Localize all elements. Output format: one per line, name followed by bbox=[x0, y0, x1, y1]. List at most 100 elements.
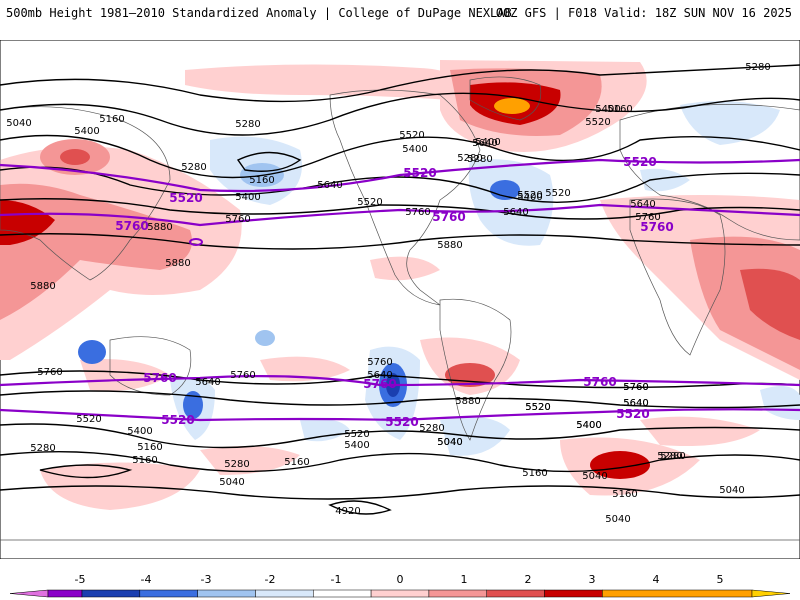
anomaly-negative-region bbox=[760, 386, 800, 420]
colorbar-tick: 5 bbox=[717, 573, 724, 586]
colorbar-tick: 0 bbox=[397, 573, 404, 586]
contour-label: 5040 bbox=[219, 477, 244, 488]
contour-label: 5520 bbox=[399, 130, 424, 141]
anomaly-positive-region bbox=[185, 64, 456, 100]
reference-label: 5760 bbox=[115, 219, 148, 233]
contour-label: 5880 bbox=[30, 281, 55, 292]
contour-label: 5160 bbox=[284, 457, 309, 468]
contour-label: 5040 bbox=[582, 471, 607, 482]
greenland-outline bbox=[469, 76, 542, 121]
contour-label: 5520 bbox=[525, 402, 550, 413]
contour-label: 5880 bbox=[455, 396, 480, 407]
reference-label: 5760 bbox=[143, 371, 176, 385]
anomaly-positive-region bbox=[590, 451, 650, 479]
colorbar-tick: -1 bbox=[331, 573, 342, 586]
reference-label: 5520 bbox=[616, 407, 649, 421]
colorbar: -5 -4 -3 -2 -1 0 1 2 3 4 5 bbox=[9, 573, 791, 598]
contour-label: 5160 bbox=[607, 104, 632, 115]
south-america-outline bbox=[439, 298, 512, 441]
colorbar-segment bbox=[544, 589, 603, 598]
australia-outline bbox=[109, 336, 192, 396]
contour-label: 5640 bbox=[623, 398, 648, 409]
colorbar-tick: -4 bbox=[141, 573, 152, 586]
reference-label: 5520 bbox=[623, 155, 656, 169]
anomaly-positive-region bbox=[260, 356, 350, 382]
colorbar-segment bbox=[197, 589, 256, 598]
contour-label: 5280 bbox=[660, 451, 685, 462]
anomaly-negative-region bbox=[78, 340, 106, 364]
contour-label: 5160 bbox=[522, 468, 547, 479]
colorbar-tick: -2 bbox=[265, 573, 276, 586]
anomaly-negative-region bbox=[680, 101, 780, 145]
contour-label: 5160 bbox=[249, 175, 274, 186]
contour-label: 5400 bbox=[595, 104, 620, 115]
anomaly-positive-region bbox=[60, 149, 90, 165]
reference-contours bbox=[0, 158, 800, 422]
contour-label: 5880 bbox=[147, 222, 172, 233]
contour-label: 5040 bbox=[437, 437, 462, 448]
contour-label: 5280 bbox=[181, 162, 206, 173]
reference-label: 5760 bbox=[583, 375, 616, 389]
contour-label: 5400 bbox=[576, 420, 601, 431]
contour-label: 5040 bbox=[605, 514, 630, 525]
contour-label: 5160 bbox=[99, 114, 124, 125]
colorbar-segment bbox=[370, 589, 430, 598]
colorbar-ticks: -5 -4 -3 -2 -1 0 1 2 3 4 5 bbox=[75, 573, 724, 586]
contour-label: 5280 bbox=[224, 459, 249, 470]
contour-label: 4920 bbox=[335, 506, 360, 517]
contour-label: 5520 bbox=[357, 197, 382, 208]
contour-label: 5760 bbox=[623, 382, 648, 393]
reference-contour-labels: 5520 5520 5760 5760 5520 5760 5760 5760 … bbox=[115, 155, 673, 429]
contour-label: 5760 bbox=[37, 367, 62, 378]
contour-label: 5160 bbox=[137, 442, 162, 453]
colorbar-tick: 2 bbox=[525, 573, 532, 586]
north-america-outline bbox=[329, 89, 481, 306]
contour-label: 5280 bbox=[235, 119, 260, 130]
contour-label: 5400 bbox=[235, 192, 260, 203]
anomaly-positive-region bbox=[740, 268, 800, 340]
anomaly-max-region bbox=[494, 98, 530, 114]
contour-label: 5760 bbox=[405, 207, 430, 218]
colorbar-segment bbox=[486, 589, 545, 598]
contour-label: 5400 bbox=[127, 426, 152, 437]
contour-label: 5760 bbox=[230, 370, 255, 381]
eurasia-outline bbox=[619, 104, 800, 241]
anomaly-positive-region bbox=[370, 256, 440, 281]
contour-label: 5640 bbox=[630, 199, 655, 210]
contour-label: 5280 bbox=[419, 423, 444, 434]
contour-label: 5640 bbox=[195, 377, 220, 388]
contour-label: 5400 bbox=[344, 440, 369, 451]
anomaly-negative-region bbox=[490, 180, 520, 200]
contour-labels: 5280 5040 5400 5160 5280 5400 5520 5640 … bbox=[6, 62, 770, 525]
contour-label: 5640 bbox=[367, 370, 392, 381]
contour-label: 5400 bbox=[74, 126, 99, 137]
anomaly-positive-region bbox=[80, 359, 170, 391]
contour-label: 5400 bbox=[576, 420, 601, 431]
contour-label: 5520 bbox=[517, 190, 542, 201]
header: 500mb Height 1981–2010 Standardized Anom… bbox=[0, 0, 800, 28]
anomaly-negative-region bbox=[640, 168, 690, 192]
anomaly-positive-region bbox=[200, 446, 300, 475]
contour-label: 5280 bbox=[467, 154, 492, 165]
colorbar-segment bbox=[139, 589, 198, 598]
reference-label: 5520 bbox=[169, 191, 202, 205]
contour-label: 5160 bbox=[132, 455, 157, 466]
contour-label: 5520 bbox=[585, 117, 610, 128]
colorbar-tick: 1 bbox=[461, 573, 468, 586]
contour-label: 5760 bbox=[367, 357, 392, 368]
contour-label: 5640 bbox=[472, 138, 497, 149]
contour-label: 5160 bbox=[612, 489, 637, 500]
contour-label: 5520 bbox=[545, 188, 570, 199]
anomaly-map: 5280 5040 5400 5160 5280 5400 5520 5640 … bbox=[0, 40, 800, 559]
colorbar-tick: 3 bbox=[589, 573, 596, 586]
reference-label: 5520 bbox=[161, 413, 194, 427]
anomaly-negative-region bbox=[468, 159, 554, 246]
anomaly-negative-region bbox=[255, 330, 275, 346]
contour-label: 5760 bbox=[623, 382, 648, 393]
contour-label: 5760 bbox=[225, 214, 250, 225]
colorbar-segment bbox=[255, 589, 314, 598]
colorbar-tick: -3 bbox=[201, 573, 212, 586]
eurasia-outline bbox=[0, 106, 171, 281]
colorbar-tick: -5 bbox=[75, 573, 86, 586]
contour-label: 5520 bbox=[76, 414, 101, 425]
